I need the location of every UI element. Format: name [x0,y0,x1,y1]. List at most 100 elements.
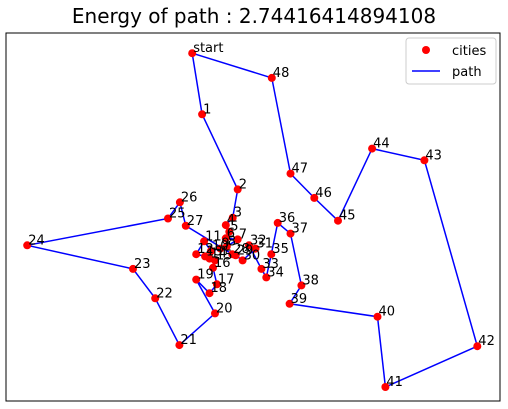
city-label-5: 5 [230,220,238,235]
city-label-18: 18 [211,281,228,296]
city-point-3 [228,213,237,222]
city-point-23 [129,264,137,273]
city-point-18 [205,289,214,298]
city-label-48: 48 [273,66,290,81]
city-point-32 [245,241,253,250]
city-label-14: 14 [211,247,228,262]
city-label-31: 31 [257,237,274,252]
city-point-40 [373,312,382,321]
city-label-29: 29 [237,243,254,258]
city-point-41 [381,383,390,391]
city-point-42 [473,342,482,351]
city-label-1: 1 [203,102,211,117]
city-point-15 [211,256,219,265]
city-point-36 [273,218,282,227]
city-label-27: 27 [187,214,204,229]
city-label-15: 15 [216,248,233,263]
path-line [27,52,479,389]
city-point-21 [175,341,184,350]
city-point-38 [297,281,306,290]
city-label-23: 23 [134,257,151,272]
city-label-47: 47 [292,162,309,177]
city-label-2: 2 [239,177,247,192]
city-label-16: 16 [214,256,231,271]
city-point-22 [151,294,160,303]
city-label-25: 25 [169,207,186,222]
city-label-40: 40 [379,305,396,320]
city-point-20 [211,309,219,318]
legend: cities path [405,37,497,85]
city-label-21: 21 [180,333,197,348]
city-label-9: 9 [221,237,229,252]
city-point-27 [181,221,190,230]
city-label-24: 24 [28,233,45,248]
city-label-44: 44 [373,137,390,152]
city-label-19: 19 [197,268,214,283]
city-label-start: start [193,41,223,56]
city-point-4 [221,221,230,230]
city-label-36: 36 [279,211,296,226]
city-point-6 [221,234,230,243]
city-label-38: 38 [302,273,319,288]
legend-label-cities: cities [452,44,486,59]
city-label-43: 43 [425,148,442,163]
city-label-28: 28 [233,242,250,257]
city-label-12: 12 [197,242,214,257]
city-label-17: 17 [218,272,235,287]
city-point-29 [231,251,240,260]
city-point-2 [233,185,242,194]
city-point-37 [286,229,295,238]
city-label-26: 26 [181,190,198,205]
legend-items: cities path [412,44,486,80]
city-label-6: 6 [227,226,235,241]
city-label-11: 11 [205,229,222,244]
city-label-10: 10 [212,239,229,254]
city-point-31 [251,244,260,253]
city-point-start [188,49,197,58]
city-label-34: 34 [267,265,284,280]
city-point-17 [212,280,221,289]
path-layer [27,52,479,389]
city-point-48 [267,73,276,82]
city-point-8 [222,242,231,251]
city-point-12 [192,250,201,259]
city-point-43 [420,156,429,165]
city-label-45: 45 [339,209,356,224]
city-label-37: 37 [292,222,309,237]
city-label-32: 32 [250,233,267,248]
chart-title: Energy of path : 2.74416414894108 [71,4,437,28]
city-point-44 [368,144,377,153]
city-point-10 [207,246,215,255]
city-point-39 [285,299,294,308]
city-point-24 [23,241,32,250]
city-label-39: 39 [291,292,308,307]
city-label-3: 3 [234,206,242,221]
city-point-26 [175,198,184,207]
city-point-35 [267,250,276,259]
city-point-5 [225,227,234,236]
city-label-20: 20 [216,301,233,316]
city-point-25 [164,214,172,223]
city-point-9 [216,244,225,253]
city-point-19 [192,275,201,284]
city-label-41: 41 [386,375,403,390]
city-point-30 [238,256,247,265]
city-label-46: 46 [315,186,332,201]
city-label-8: 8 [228,234,236,249]
city-label-33: 33 [262,257,279,272]
city-point-47 [286,169,295,178]
city-point-16 [209,263,217,272]
city-label-4: 4 [227,213,235,228]
city-label-30: 30 [244,248,261,263]
city-point-33 [257,264,266,273]
city-label-13: 13 [206,244,223,259]
city-point-46 [310,193,319,202]
city-label-7: 7 [239,227,247,242]
city-label-35: 35 [272,242,289,257]
plot-frame [5,32,501,402]
city-label-22: 22 [156,286,173,301]
points-layer [23,49,482,391]
legend-marker-cities [422,46,430,54]
